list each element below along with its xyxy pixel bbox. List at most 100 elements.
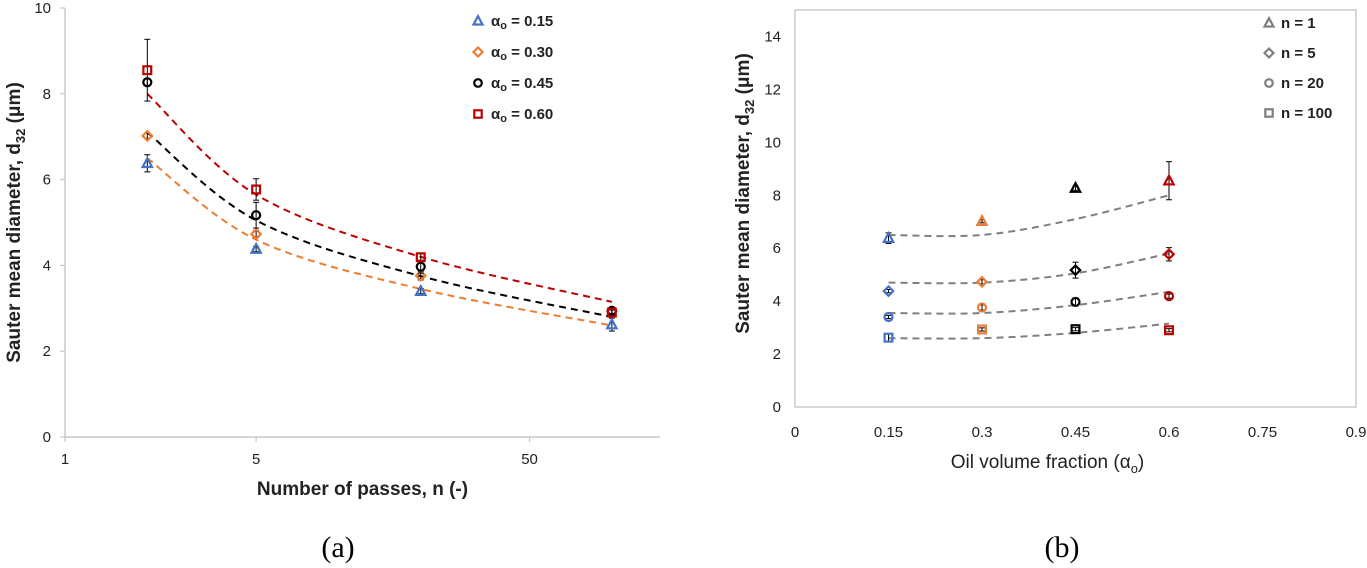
x-tick-label: 50 <box>521 451 538 468</box>
legend-label: αo = 0.45 <box>491 75 553 94</box>
chart-panel-b: 0 2 4 6 8 10 12 14 0 0.15 0.3 0.45 0.6 0.75 0.9 Oil vol… <box>733 9 1367 476</box>
y-axis-label: Sauter mean diameter, d32 (μm) <box>733 53 757 334</box>
trendline-grey <box>888 290 1170 315</box>
data-point-diamond <box>882 284 895 298</box>
legend-label-alpha: α <box>491 75 501 92</box>
data-point-circle <box>1163 291 1175 302</box>
y-tick-label: 8 <box>43 86 51 103</box>
x-tick-label: 0.15 <box>874 424 903 441</box>
x-tick-label: 0.9 <box>1346 424 1367 441</box>
y-tick-label: 14 <box>764 28 781 45</box>
y-tick-label: 6 <box>43 172 51 189</box>
y-axis-label: Sauter mean diameter, d32 (μm) <box>4 82 28 363</box>
data-point-square <box>976 324 987 335</box>
data-point-circle <box>883 311 894 323</box>
data-point-triangle <box>605 317 619 330</box>
legend-label-value: = 0.30 <box>507 44 553 61</box>
legend-label-alpha: α <box>491 44 501 61</box>
data-point-diamond <box>249 227 263 241</box>
legend-marker-diamond <box>471 45 485 59</box>
legend-label: αo = 0.60 <box>491 106 553 125</box>
trendline-orange <box>146 157 613 327</box>
data-point-diamond <box>141 129 154 143</box>
legend-label-alpha: α <box>491 106 501 123</box>
legend-label-alpha: α <box>491 13 501 30</box>
legend-label-subscript: o <box>500 113 507 125</box>
y-tick-label: 2 <box>773 346 781 363</box>
x-tick-label: 5 <box>252 451 260 468</box>
y-axis-label-unit: (μm) <box>4 82 25 128</box>
data-point-triangle <box>975 213 989 227</box>
data-point-triangle <box>1162 173 1176 186</box>
y-axis-label-main: Sauter mean diameter, d <box>4 143 25 363</box>
y-tick-label: 2 <box>43 343 51 360</box>
legend-label: n = 100 <box>1281 105 1332 122</box>
x-axis-label-subscript: o <box>1131 461 1138 476</box>
panel-b-caption: (b) <box>1045 531 1080 564</box>
x-axis-label: Oil volume fraction (αo) <box>951 452 1145 476</box>
trendline-black <box>146 131 613 318</box>
data-point-square <box>606 307 617 318</box>
legend-label: αo = 0.15 <box>491 13 553 32</box>
x-tick-label: 0.6 <box>1159 424 1180 441</box>
legend-marker-circle <box>1264 78 1274 88</box>
x-tick-label: 0 <box>791 424 799 441</box>
data-point-diamond <box>1069 263 1082 277</box>
legend-marker-triangle <box>1262 15 1276 28</box>
x-tick-label: 0.3 <box>972 424 993 441</box>
y-tick-label: 0 <box>773 399 781 416</box>
legend-label: n = 1 <box>1281 15 1316 32</box>
y-axis-label-unit: (μm) <box>733 53 754 99</box>
x-tick-label: 1 <box>61 451 69 468</box>
data-point-square <box>142 65 153 76</box>
data-point-diamond <box>975 275 989 289</box>
x-tick-label: 0.75 <box>1248 424 1277 441</box>
chart-panel-a: 0 2 4 6 8 10 1 5 50 Number of passes, n (-) Sauter… <box>4 0 660 500</box>
x-tick-label: 0.45 <box>1061 424 1090 441</box>
y-axis-label-main: Sauter mean diameter, d <box>733 114 754 334</box>
legend-marker-circle <box>473 78 483 88</box>
data-point-square <box>415 252 426 263</box>
data-point-diamond <box>414 269 427 282</box>
legend-b: n = 1 n = 5 n = 20 n = 100 <box>1262 15 1332 122</box>
legend-label-value: = 0.15 <box>507 13 553 30</box>
trendline-red <box>146 93 613 303</box>
legend-label-subscript: o <box>500 51 507 63</box>
y-tick-label: 4 <box>773 293 781 310</box>
y-axis-label-subscript: 32 <box>13 129 28 143</box>
data-point-circle <box>976 302 988 313</box>
data-point-square <box>1070 324 1081 335</box>
x-axis-label-close: ) <box>1138 452 1144 473</box>
data-point-triangle <box>140 155 154 169</box>
data-point-triangle <box>1068 180 1083 193</box>
data-point-triangle <box>249 241 263 254</box>
data-point-square <box>251 184 262 195</box>
data-point-circle <box>415 261 426 272</box>
legend-marker-diamond <box>1262 46 1276 60</box>
x-axis-label: Number of passes, n (-) <box>257 479 468 500</box>
trendline-grey <box>888 322 1170 340</box>
plot-area-frame <box>794 9 1357 408</box>
y-tick-label: 8 <box>773 187 781 204</box>
data-point-circle <box>1070 296 1081 308</box>
legend-label-value: = 0.45 <box>507 75 553 92</box>
trendline-grey <box>888 194 1170 238</box>
y-tick-label: 4 <box>43 257 51 274</box>
panel-a-caption: (a) <box>321 531 354 564</box>
data-point-diamond <box>1162 248 1176 261</box>
legend-marker-square <box>1264 108 1274 118</box>
legend-label-subscript: o <box>500 20 507 32</box>
legend-label: n = 5 <box>1281 45 1316 62</box>
legend-marker-square <box>473 109 483 119</box>
y-tick-label: 10 <box>764 134 781 151</box>
y-tick-label: 6 <box>773 240 781 257</box>
trendline-grey <box>888 252 1170 285</box>
legend-label-subscript: o <box>500 82 507 94</box>
data-point-circle <box>251 210 262 221</box>
y-axis-label-subscript: 32 <box>742 100 757 114</box>
x-axis-label-main: Oil volume fraction (α <box>951 452 1131 473</box>
data-point-square <box>1163 325 1174 336</box>
legend-label-value: = 0.60 <box>507 106 553 123</box>
